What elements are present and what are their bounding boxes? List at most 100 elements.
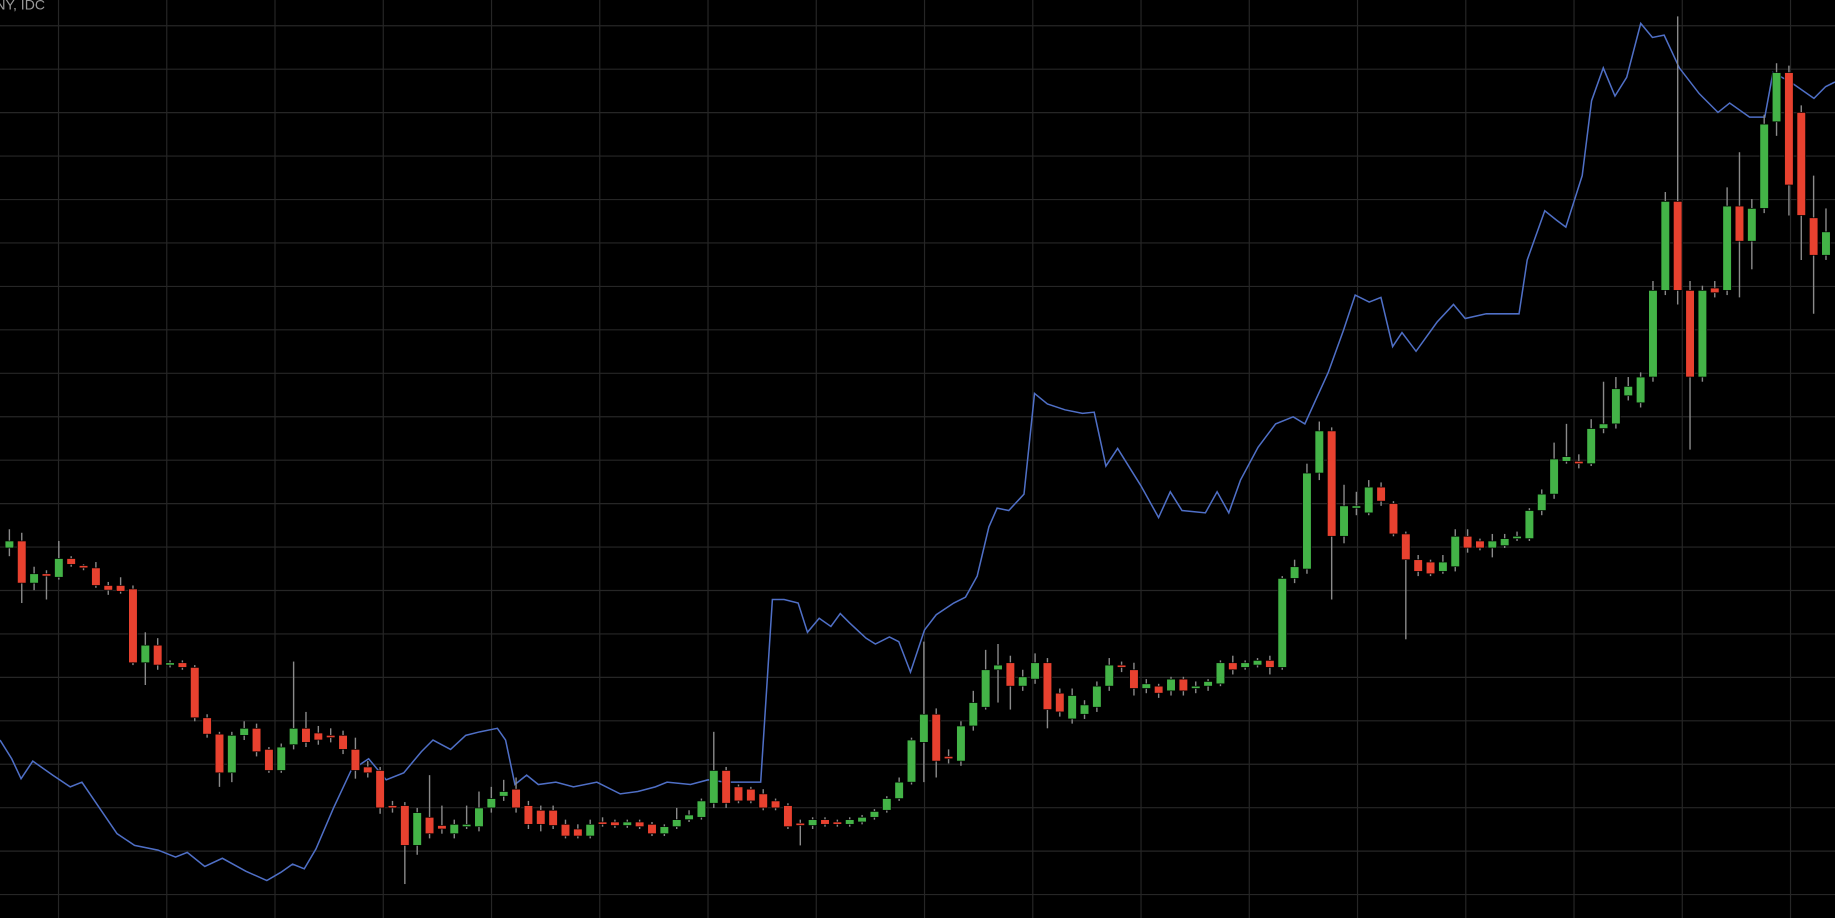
candle-body (597, 821, 608, 825)
candle-body (1734, 205, 1745, 242)
candle-body (1710, 287, 1720, 294)
candle-body (288, 727, 299, 746)
candle-body (511, 788, 521, 809)
candle-body (548, 809, 558, 826)
candle-body (412, 812, 422, 846)
candle-body (696, 800, 707, 818)
candle-body (894, 781, 904, 799)
candle-body (1005, 662, 1016, 687)
candle-body (931, 713, 941, 762)
candle-body (1314, 430, 1324, 474)
candle-body (1116, 664, 1127, 668)
candle-body (1351, 505, 1362, 509)
candle-body (1821, 231, 1831, 256)
candle-body (1722, 205, 1732, 291)
candle-body (585, 823, 595, 837)
candle-body (202, 717, 212, 735)
candle-body (140, 644, 151, 664)
candle-body (906, 739, 917, 783)
candle-body (474, 807, 484, 828)
candle-body (1598, 423, 1609, 429)
candle-body (672, 819, 682, 828)
candle-body (1018, 676, 1028, 687)
candle-body (647, 823, 657, 835)
candle-body (1092, 685, 1102, 708)
candle-body (1635, 376, 1646, 404)
candle-body (1438, 561, 1448, 572)
candle-body (1203, 681, 1213, 687)
candle-body (610, 821, 620, 826)
candle-body (1697, 290, 1708, 378)
candle-body (1747, 208, 1757, 242)
candle-body (733, 786, 744, 802)
candle-body (1685, 290, 1695, 378)
candle-body (820, 819, 830, 825)
candle-body (1561, 456, 1572, 462)
candle-body (1129, 669, 1139, 689)
candle-body (1326, 430, 1337, 537)
candle-body (449, 823, 459, 835)
candle-body (1425, 561, 1436, 575)
candle-body (1401, 533, 1411, 561)
candle-body (1537, 493, 1547, 511)
candle-body (709, 770, 719, 804)
candle-body (227, 734, 237, 774)
candle-body (1660, 201, 1671, 291)
candle-body (437, 825, 447, 830)
candle-body (1586, 428, 1596, 465)
candle-body (29, 573, 39, 584)
candle-body (41, 573, 52, 577)
candle-body (313, 732, 324, 741)
candle-body (746, 788, 756, 802)
candle-body (1413, 559, 1423, 572)
candle-body (1302, 472, 1312, 570)
candle-body (499, 791, 509, 797)
candle-body (1450, 535, 1460, 568)
candle-body (1475, 540, 1485, 549)
candle-body (684, 814, 694, 820)
candle-body (239, 727, 249, 736)
candle-body (264, 749, 274, 771)
candle-body (1067, 695, 1077, 720)
candle-body (177, 662, 188, 668)
candle-body (1796, 112, 1806, 216)
candle-body (400, 805, 410, 846)
candle-body (1512, 535, 1522, 539)
candle-body (573, 828, 583, 837)
candle-body (1574, 460, 1584, 465)
candle-body (103, 585, 113, 591)
candle-body (993, 664, 1003, 671)
candle-body (251, 727, 262, 753)
candle-body (363, 766, 373, 774)
candle-body (326, 734, 336, 739)
candle-body (301, 727, 311, 743)
candle-body (845, 819, 855, 825)
candle-body (523, 805, 534, 825)
candle-body (1784, 72, 1794, 186)
candle-body (165, 662, 175, 666)
candle-body (54, 558, 64, 578)
candle-body (1055, 692, 1065, 713)
candle-body (634, 821, 645, 828)
candle-body (66, 558, 76, 565)
candle-body (1178, 678, 1189, 692)
candle-body (424, 816, 435, 835)
candle-body (721, 770, 731, 804)
candle-body (78, 565, 89, 569)
candle-body (115, 585, 126, 592)
candle-body (461, 823, 472, 828)
candle-body (857, 816, 867, 823)
candle-body (276, 746, 286, 771)
candle-body (1364, 486, 1374, 514)
candle-body (17, 540, 27, 584)
candle-body (1104, 664, 1114, 687)
candle-body (1549, 458, 1559, 495)
candle-body (758, 793, 768, 809)
candle-body (659, 826, 670, 835)
candle-body (1648, 290, 1658, 378)
candle-body (770, 800, 781, 809)
candle-body (832, 821, 843, 825)
